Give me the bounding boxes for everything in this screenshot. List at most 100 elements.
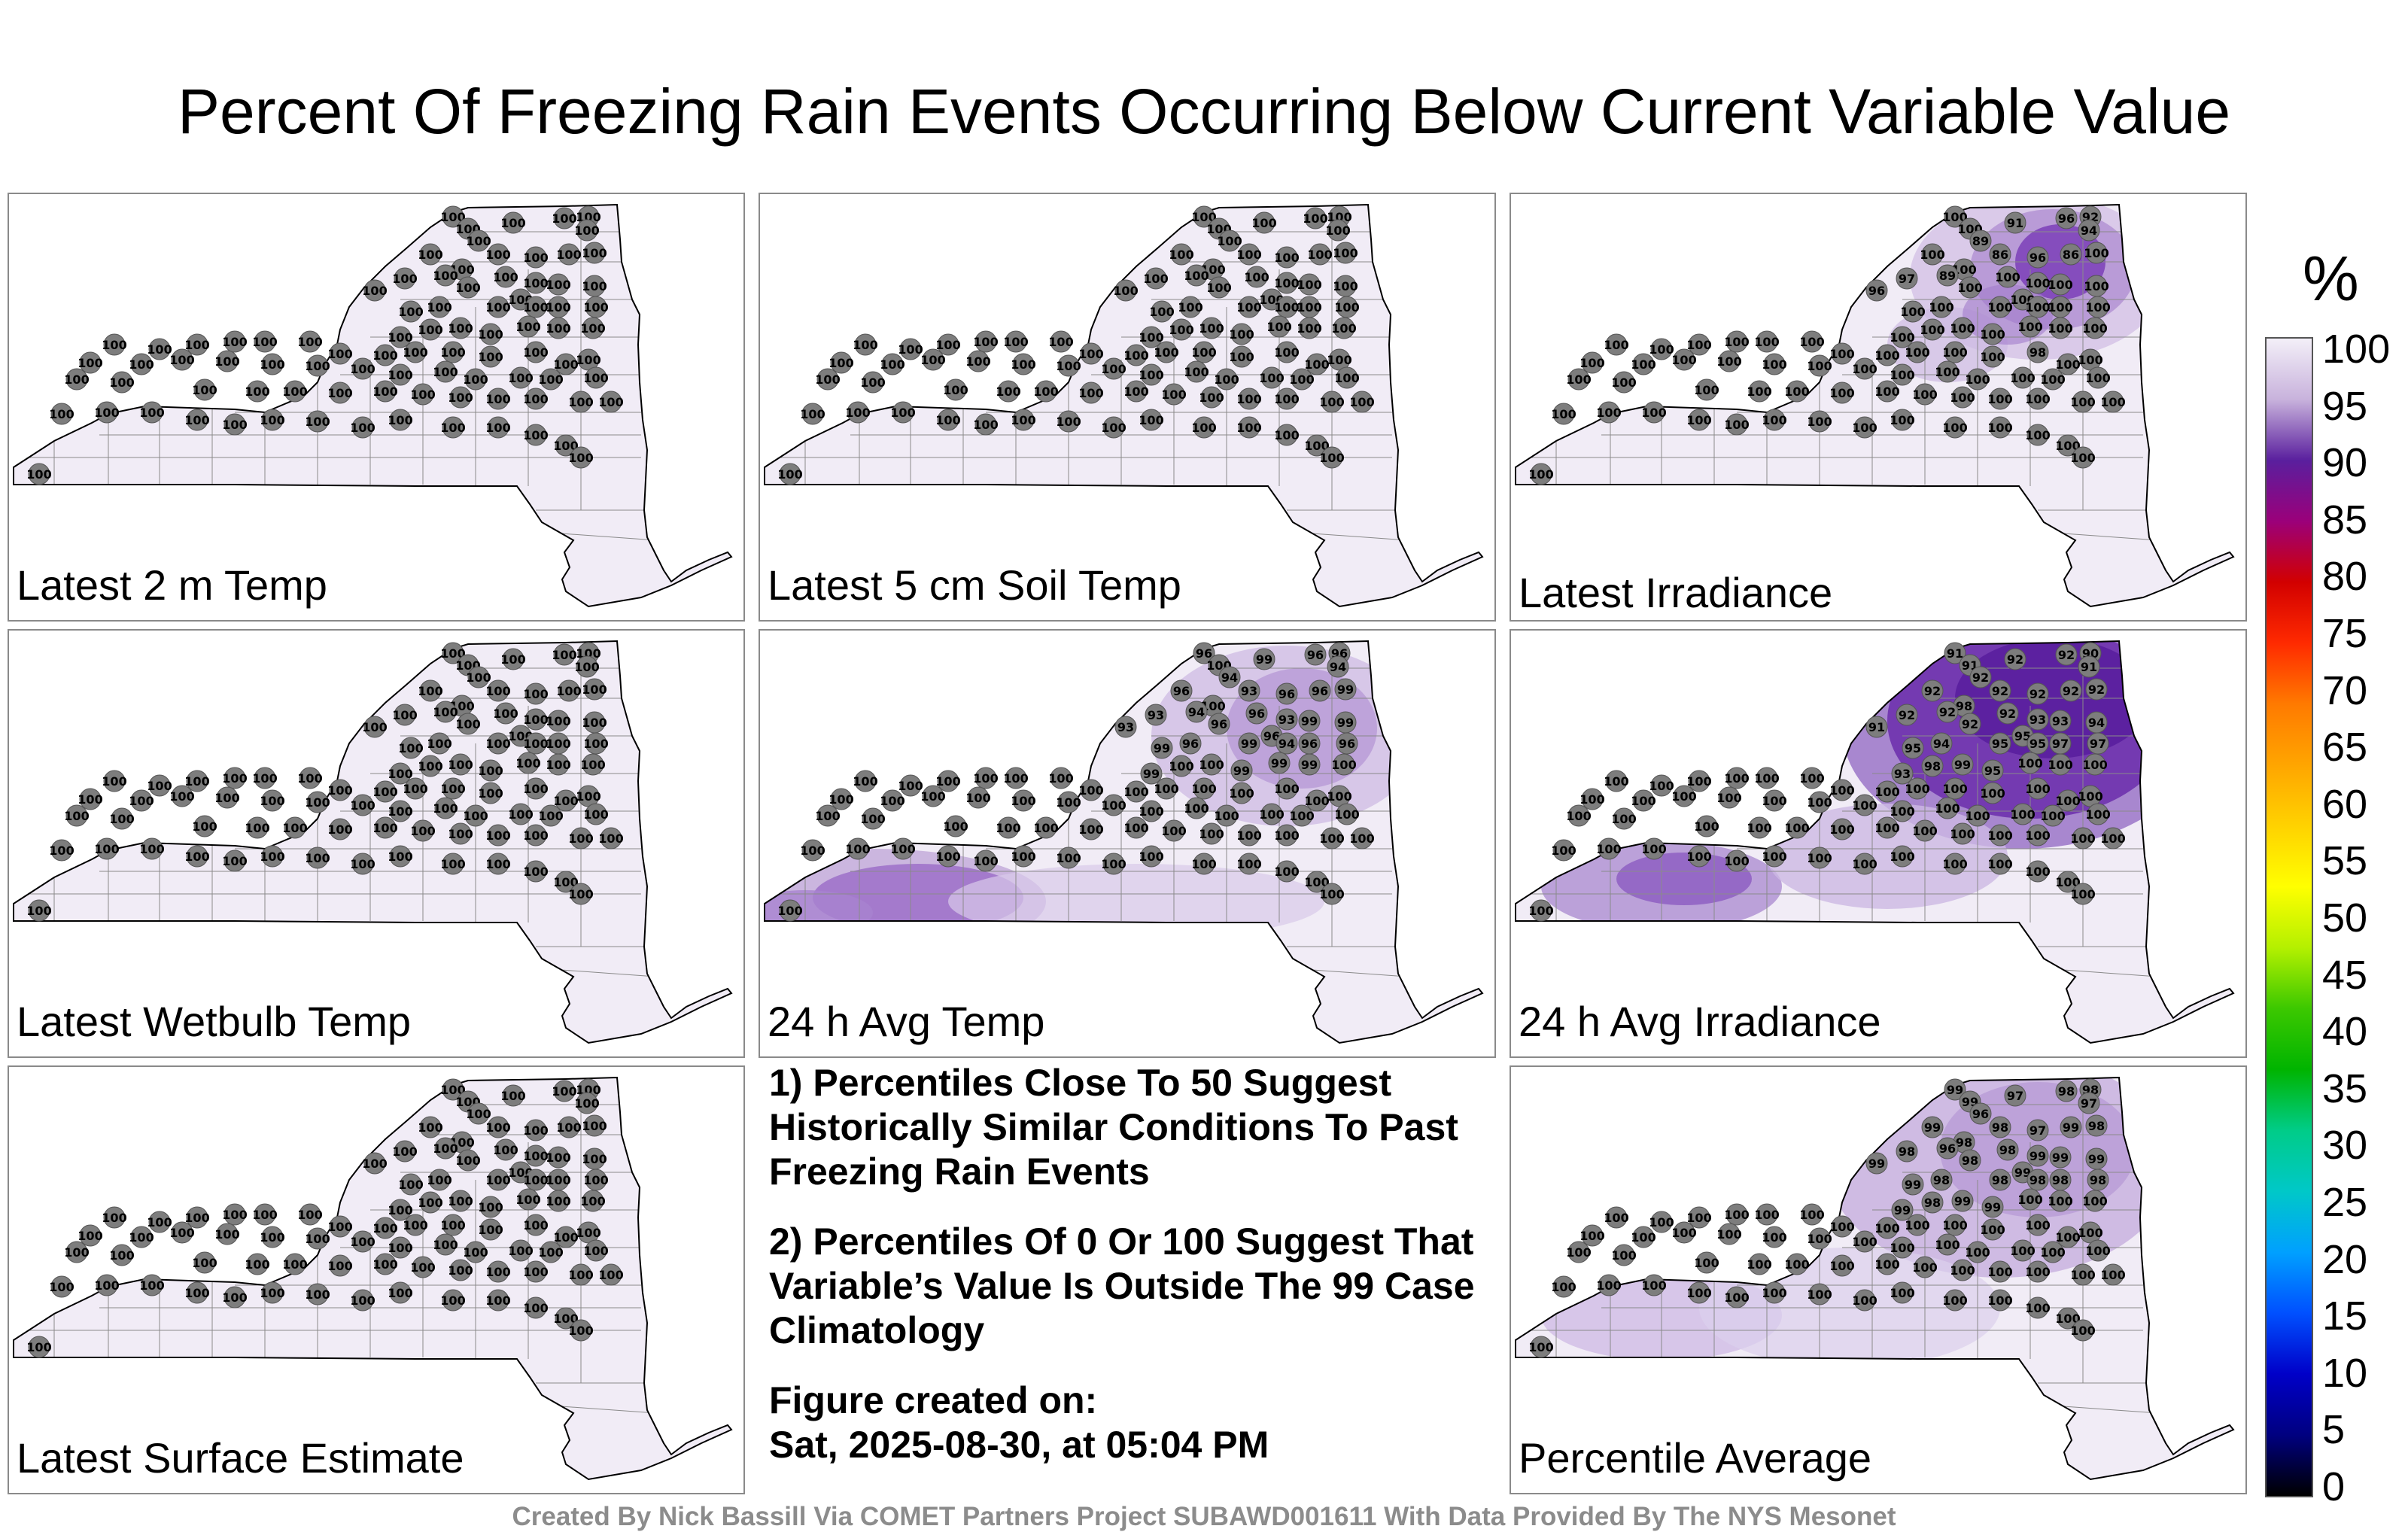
station-value: 100	[1807, 359, 1832, 373]
station-value: 100	[582, 279, 607, 293]
station-value: 100	[1829, 1259, 1854, 1273]
station-value: 95	[2029, 737, 2046, 751]
station-marker: 100	[546, 1146, 571, 1169]
station-marker: 100	[448, 1259, 473, 1281]
station-value: 100	[1987, 421, 2012, 435]
station-value: 98	[1933, 1173, 1950, 1187]
station-value: 100	[553, 1230, 578, 1245]
station-value: 98	[2088, 1119, 2105, 1133]
station-marker: 100	[1101, 416, 1126, 439]
station-value: 100	[1078, 822, 1103, 837]
station-value: 100	[1304, 439, 1329, 453]
station-marker: 100	[448, 386, 473, 409]
station-value: 100	[920, 353, 945, 367]
station-marker: 100	[1184, 264, 1209, 287]
station-marker: 100	[192, 378, 217, 401]
station-value: 100	[523, 392, 548, 406]
station-value: 100	[222, 1208, 247, 1222]
station-value: 92	[1899, 708, 1915, 722]
station-marker: 100	[1191, 416, 1217, 439]
station-value: 100	[2055, 1230, 2080, 1245]
station-marker: 100	[222, 1203, 248, 1226]
station-value: 100	[1319, 395, 1344, 409]
station-value: 100	[1297, 321, 1321, 336]
panel-label: Latest Surface Estimate	[17, 1434, 464, 1482]
station-marker: 100	[350, 853, 375, 875]
station-marker: 100	[1319, 883, 1345, 905]
station-value: 100	[1528, 467, 1553, 482]
station-value: 100	[493, 270, 518, 284]
station-marker: 100	[1987, 1260, 2013, 1283]
station-value: 100	[1942, 857, 1967, 871]
station-marker: 99	[1921, 1116, 1944, 1138]
station-value: 100	[440, 210, 465, 224]
station-value: 100	[493, 1143, 518, 1157]
station-value: 100	[222, 854, 247, 868]
station-value: 100	[1149, 305, 1174, 319]
station-marker: 92	[1959, 713, 1981, 735]
station-marker: 100	[1942, 1289, 1968, 1312]
station-value: 100	[260, 794, 284, 808]
station-marker: 100	[1807, 1283, 1832, 1306]
station-marker: 100	[1905, 1214, 1930, 1236]
station-marker: 100	[1631, 353, 1656, 375]
station-value: 100	[478, 786, 503, 801]
note-1: 1) Percentiles Close To 50 Suggest Histo…	[769, 1062, 1458, 1193]
station-value: 100	[184, 413, 209, 427]
station-value: 100	[466, 234, 491, 248]
station-marker: 100	[538, 368, 564, 391]
station-marker: 100	[485, 824, 511, 847]
station-value: 100	[1874, 1257, 1899, 1272]
station-marker: 100	[1980, 323, 2005, 345]
station-value: 100	[169, 789, 194, 804]
station-marker: 100	[1333, 242, 1358, 264]
station-marker: 100	[1905, 341, 1930, 363]
station-marker: 100	[523, 1119, 549, 1141]
station-marker: 100	[523, 1214, 549, 1236]
station-marker: 96	[1208, 713, 1230, 735]
station-value: 100	[1950, 321, 1975, 336]
station-marker: 100	[184, 1281, 210, 1304]
station-value: 100	[523, 428, 548, 442]
station-marker: 100	[553, 1226, 579, 1248]
station-value: 100	[372, 385, 397, 399]
station-value: 100	[2025, 276, 2050, 290]
station-value: 100	[546, 1194, 570, 1208]
station-marker: 95	[2026, 732, 2049, 755]
station-marker: 100	[350, 794, 375, 816]
station-value: 100	[184, 774, 209, 789]
station-marker: 100	[1874, 1253, 1900, 1275]
station-marker: 100	[1852, 416, 1877, 439]
station-value: 100	[523, 1301, 548, 1315]
station-value: 100	[2078, 353, 2102, 367]
colorbar-tick-label: 100	[2322, 327, 2391, 372]
station-marker: 100	[2078, 785, 2103, 807]
station-value: 100	[515, 1193, 540, 1207]
station-marker: 100	[1829, 381, 1855, 404]
station-marker: 100	[1048, 767, 1074, 789]
station-marker: 100	[1611, 807, 1637, 830]
station-value: 100	[1724, 854, 1749, 868]
station-value: 100	[996, 385, 1020, 399]
station-marker: 100	[1236, 388, 1262, 410]
station-value: 100	[1912, 1260, 1937, 1275]
station-marker: 100	[26, 899, 52, 922]
station-value: 94	[1330, 660, 1346, 674]
station-value: 100	[1191, 857, 1216, 871]
station-value: 100	[485, 684, 510, 698]
station-marker: 100	[920, 348, 946, 371]
station-value: 100	[1852, 362, 1877, 376]
station-marker: 100	[1596, 837, 1622, 860]
station-value: 100	[523, 300, 548, 315]
station-marker: 100	[2040, 804, 2066, 827]
station-value: 100	[2025, 1301, 2050, 1315]
station-marker: 100	[184, 409, 210, 431]
station-marker: 100	[500, 648, 526, 670]
station-value: 100	[214, 354, 239, 369]
station-marker: 100	[1716, 786, 1742, 809]
station-marker: 93	[1891, 762, 1914, 785]
panel-latest-wetbulb-temp: 100 100 100 100 100 100 100 100 100 100 100 100 100 1…	[8, 629, 745, 1058]
station-value: 100	[845, 406, 870, 420]
station-marker: 99	[1944, 1078, 1966, 1101]
